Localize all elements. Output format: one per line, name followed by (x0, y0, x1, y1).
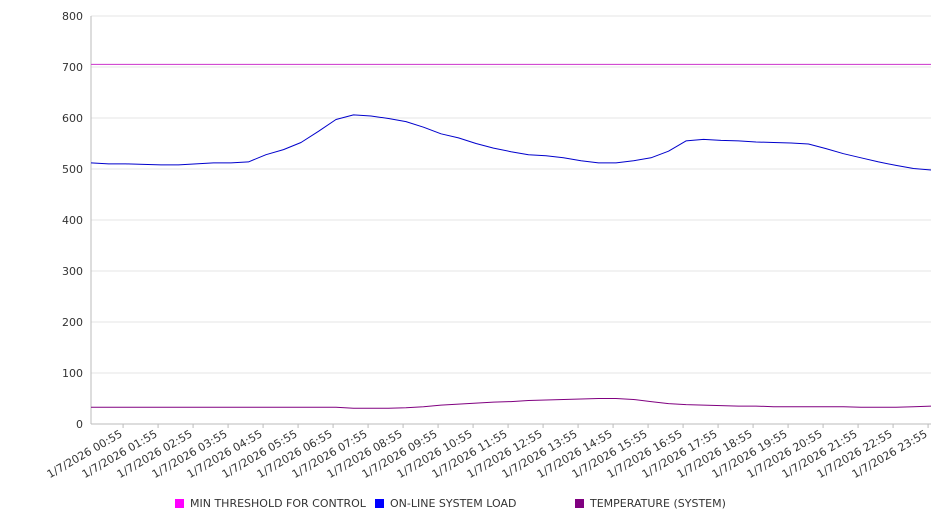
series-line-1 (90, 114, 932, 171)
y-tick-label: 800 (62, 10, 83, 23)
y-tick-label: 500 (62, 163, 83, 176)
axes (90, 16, 931, 425)
series-line-2 (91, 398, 932, 409)
y-tick-label: 300 (62, 265, 83, 278)
grid-lines (91, 15, 931, 374)
legend-item-min-threshold[interactable]: MIN THRESHOLD FOR CONTROL (175, 497, 366, 510)
legend-swatch (175, 499, 184, 508)
y-tick-label: 0 (76, 418, 83, 431)
y-tick-label: 600 (62, 112, 83, 125)
y-tick-label: 700 (62, 61, 83, 74)
legend-label: TEMPERATURE (SYSTEM) (590, 497, 726, 510)
legend: MIN THRESHOLD FOR CONTROL ON-LINE SYSTEM… (0, 497, 946, 515)
y-tick-label: 400 (62, 214, 83, 227)
legend-label: MIN THRESHOLD FOR CONTROL (190, 497, 366, 510)
legend-item-temperature[interactable]: TEMPERATURE (SYSTEM) (575, 497, 726, 510)
legend-swatch (575, 499, 584, 508)
legend-item-system-load[interactable]: ON-LINE SYSTEM LOAD (375, 497, 516, 510)
y-tick-label: 200 (62, 316, 83, 329)
series-lines (90, 63, 932, 409)
legend-label: ON-LINE SYSTEM LOAD (390, 497, 517, 510)
y-axis-tick-labels: 0 100 200 300 400 500 600 700 800 (62, 10, 83, 431)
y-tick-label: 100 (62, 367, 83, 380)
legend-swatch (375, 499, 384, 508)
x-axis-tick-labels: 1/7/2026 00:551/7/2026 01:551/7/2026 02:… (45, 424, 930, 481)
